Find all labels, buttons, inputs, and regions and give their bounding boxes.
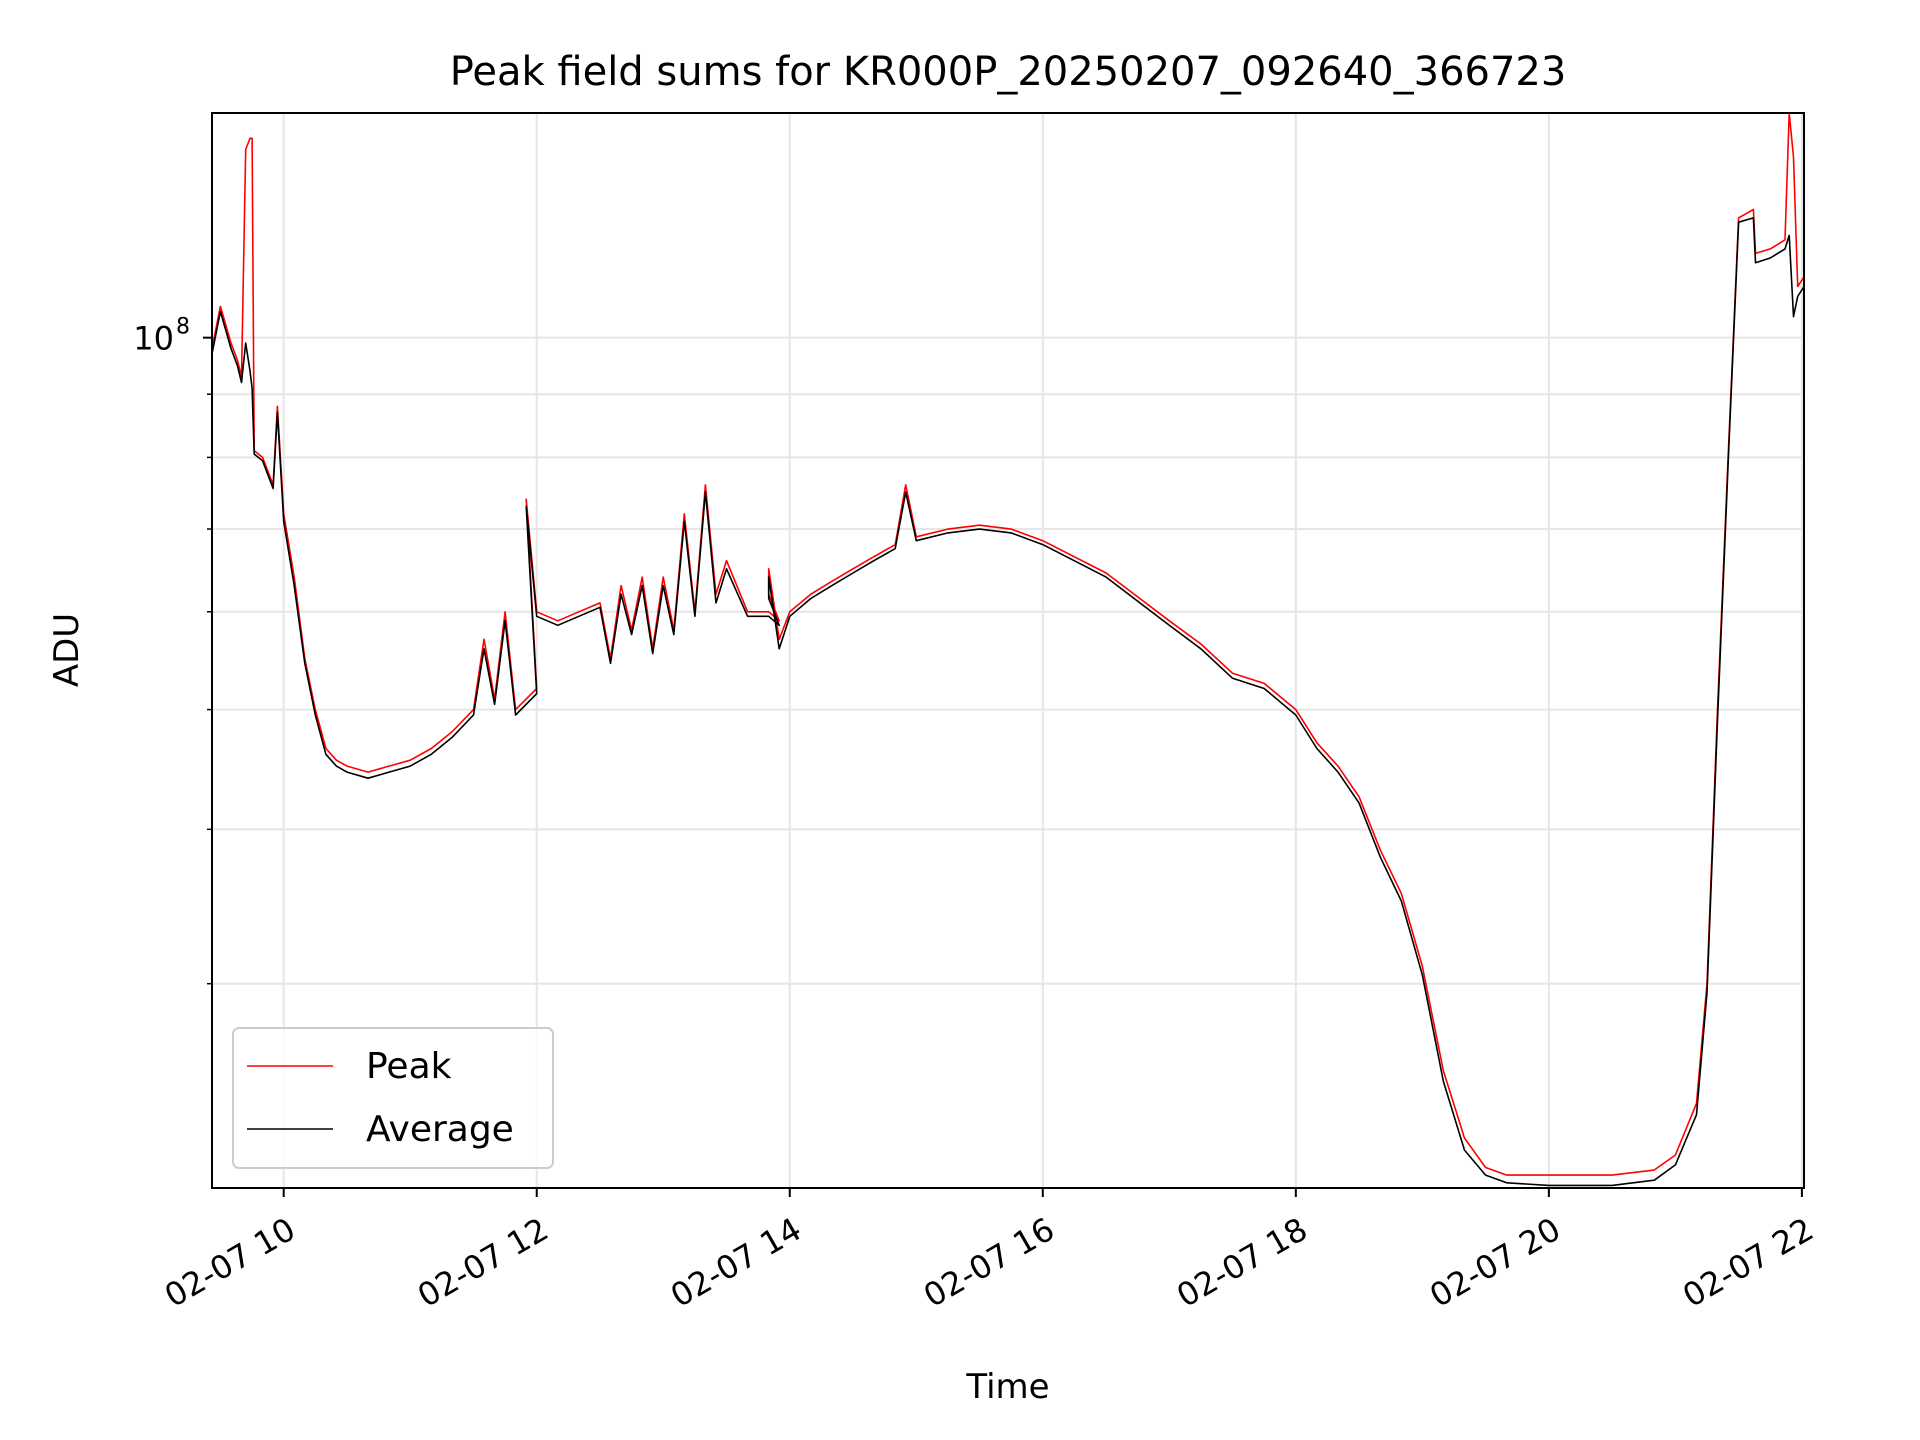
y-axis: 10 8 [133, 315, 212, 985]
legend-label-peak: Peak [366, 1046, 452, 1087]
x-axis-label: Time [965, 1367, 1049, 1407]
legend-label-average: Average [366, 1109, 514, 1150]
y-tick-label-exponent: 8 [176, 315, 190, 340]
plot-frame [211, 112, 1805, 1189]
series-layer [212, 113, 1804, 1187]
grid-lines [212, 113, 1804, 1188]
chart-title: Peak field sums for KR000P_20250207_0926… [450, 49, 1567, 95]
legend-box [232, 1027, 554, 1169]
legend: Peak Average [232, 1027, 554, 1169]
y-axis-label: ADU [47, 613, 87, 687]
series-line-average [212, 217, 1804, 1187]
y-tick-label: 10 [133, 320, 174, 358]
